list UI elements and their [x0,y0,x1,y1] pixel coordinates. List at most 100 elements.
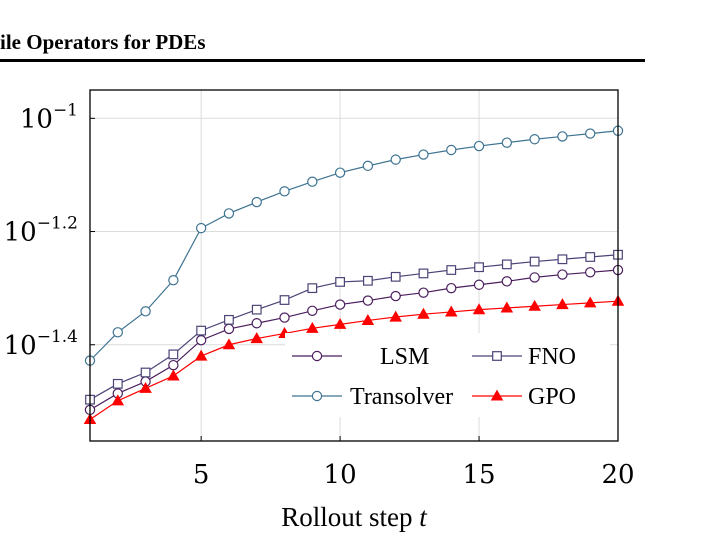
legend-label-transolver: Transolver [350,384,453,410]
point-transolver [251,196,262,208]
point-fno [529,256,540,267]
y-tick-label: 10−1 [20,100,78,134]
legend-item-transolver: Transolver [292,384,453,410]
point-gpo [583,296,597,308]
point-gpo [445,305,458,317]
point-gpo [500,301,514,313]
point-transolver [473,140,485,152]
point-transolver [195,222,207,234]
point-transolver [362,160,374,172]
point-gpo [472,303,486,315]
point-lsm [307,305,318,316]
point-gpo [528,299,541,311]
point-lsm [529,272,540,283]
legend-item-fno: FNO [472,344,576,370]
point-lsm [501,276,513,287]
point-transolver [140,306,151,317]
point-transolver [112,327,123,338]
legend-box [285,333,610,417]
point-fno [224,314,234,325]
point-gpo [250,332,263,344]
point-lsm [473,279,485,290]
point-gpo [194,349,208,361]
x-tick-label: 10 [324,460,357,490]
tick-layer: 5 10 15 20 10−1 10−1.2 10−1.4 [4,100,635,490]
point-fno [307,283,318,294]
legend: LSM FNO Transolver GPO [285,333,610,417]
point-gpo [139,381,152,393]
point-transolver [334,167,346,178]
point-fno [474,262,484,273]
legend-item-gpo: GPO [472,384,576,410]
point-lsm [418,287,429,298]
page-header-title: ile Operators for PDEs [0,30,206,54]
point-transolver [557,131,568,142]
point-lsm [334,299,346,310]
point-lsm [446,282,457,294]
point-lsm [585,267,596,278]
series-line-gpo [89,300,619,420]
legend-swatch-marker-transolver [311,390,323,402]
series-lsm [84,264,624,416]
x-axis-label-text: Rollout step [281,502,419,532]
point-transolver [307,176,318,187]
point-gpo [389,310,402,322]
point-lsm [362,295,374,306]
point-fno [362,275,373,286]
point-fno [390,271,401,282]
point-lsm [168,359,179,371]
x-tick-label: 20 [601,460,634,490]
point-transolver [168,275,179,286]
point-fno [557,254,568,265]
point-lsm [557,269,568,280]
point-fno [251,304,262,315]
x-axis-label: Rollout step t [281,502,428,532]
y-tick-label: 10−1.4 [4,327,78,361]
series-gpo [83,294,625,425]
series-layer [83,125,625,425]
legend-label-fno: FNO [528,344,576,370]
point-transolver [501,137,513,148]
point-transolver [279,186,290,197]
point-transolver [585,128,596,139]
legend-swatch-marker-fno [492,351,502,361]
legend-label-gpo: GPO [528,384,576,410]
point-transolver [418,149,429,160]
y-tick-label: 10−1.2 [4,214,78,248]
point-gpo [111,394,125,406]
point-lsm [279,312,290,323]
point-lsm [223,323,235,335]
legend-label-lsm: LSM [380,344,429,370]
series-line-transolver [89,130,619,362]
point-lsm [390,290,401,302]
legend-item-lsm: LSM [292,344,429,370]
legend-swatch-marker-gpo [490,389,504,401]
point-fno [446,265,457,275]
point-fno [168,349,179,360]
point-transolver [390,154,401,165]
point-fno [335,277,346,287]
plot-frame [89,89,619,442]
point-gpo [556,298,569,310]
point-fno [501,259,512,270]
header-rule [0,59,645,62]
point-transolver [223,208,235,219]
point-lsm [251,318,262,329]
series-transolver [84,125,624,366]
point-gpo [361,314,375,325]
point-fno [418,268,429,279]
point-gpo [306,321,319,333]
point-lsm [195,335,207,346]
point-gpo [417,307,430,319]
point-fno [585,252,596,262]
point-fno [112,378,123,389]
x-axis-label-var: t [419,502,428,532]
point-gpo [222,338,236,350]
point-transolver [529,134,540,145]
legend-swatch-marker-lsm [311,350,323,362]
point-gpo [167,369,180,381]
point-transolver [446,144,457,156]
point-fno [196,325,207,336]
point-fno [140,367,151,378]
